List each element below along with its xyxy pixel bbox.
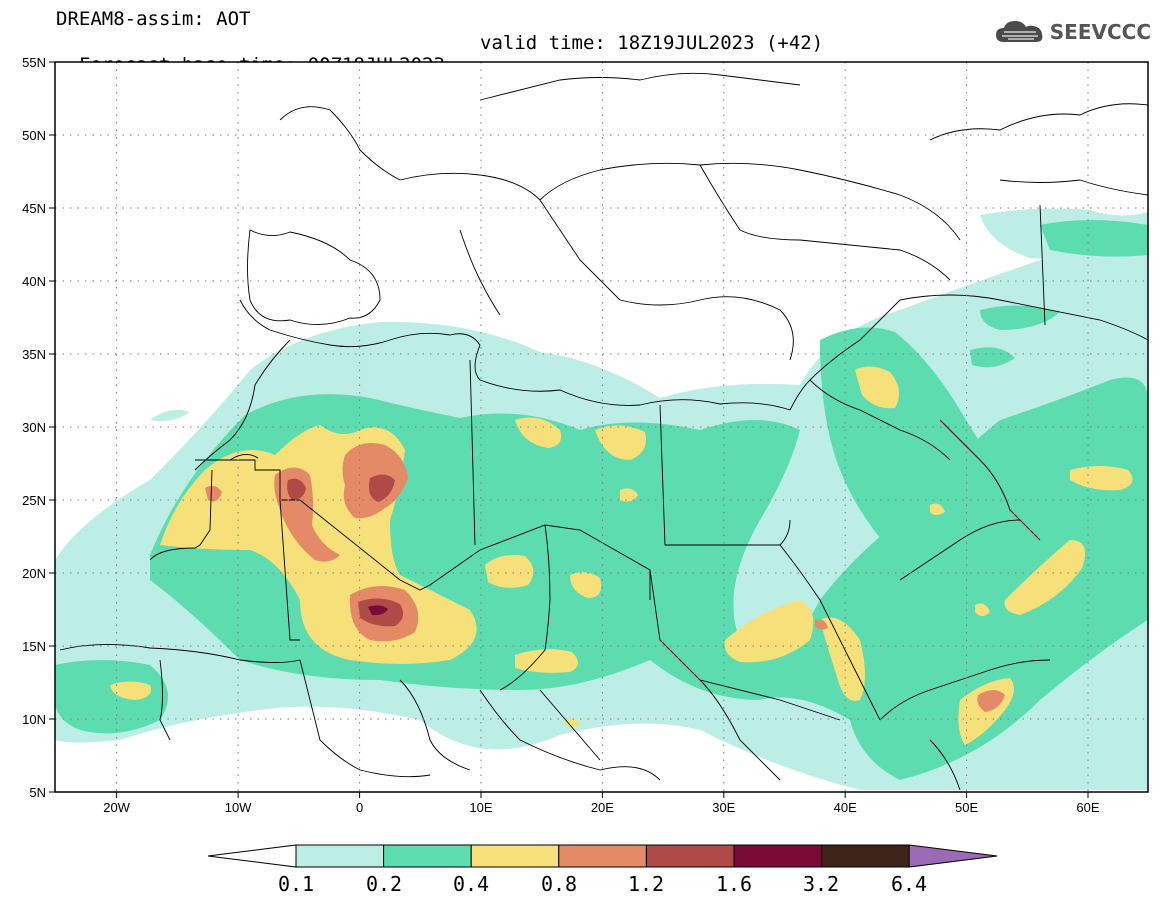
- colorbar-label: 6.4: [891, 872, 927, 896]
- lat-lon-grid: [55, 62, 1148, 792]
- lat-label: 25N: [22, 493, 46, 508]
- lon-label: 30E: [712, 800, 735, 815]
- colorbar-label: 1.6: [716, 872, 752, 896]
- logo-text: SEEVCCC: [1049, 20, 1151, 44]
- colorbar-segment: [558, 844, 647, 868]
- lon-label: 20E: [591, 800, 614, 815]
- valid-time-label: valid time: 18Z19JUL2023 (+42): [480, 32, 824, 54]
- lon-label: 60E: [1076, 800, 1099, 815]
- lat-label: 15N: [22, 639, 46, 654]
- lat-label: 35N: [22, 347, 46, 362]
- colorbar-segment: [645, 844, 735, 868]
- colorbar-segment: [470, 844, 560, 868]
- colorbar-label: 0.2: [366, 872, 402, 896]
- colorbar-label: 0.1: [278, 872, 314, 896]
- seevccc-logo: SEEVCCC: [994, 18, 1151, 46]
- colorbar-over-triangle: [908, 844, 998, 868]
- aot-shading: [55, 208, 1148, 790]
- lat-label: 50N: [22, 128, 46, 143]
- lon-label: 20W: [103, 800, 130, 815]
- lat-label: 55N: [22, 55, 46, 70]
- colorbar-under-triangle: [207, 844, 297, 868]
- lat-ticks: [49, 61, 55, 793]
- colorbar-label: 0.4: [453, 872, 489, 896]
- colorbar-label: 1.2: [628, 872, 664, 896]
- lat-label: 45N: [22, 201, 46, 216]
- colorbar-segment: [733, 844, 823, 868]
- colorbar-label: 0.8: [541, 872, 577, 896]
- lat-label: 30N: [22, 420, 46, 435]
- aot-level-1.6: [368, 605, 388, 616]
- lon-label: 10W: [225, 800, 252, 815]
- colorbar-label: 3.2: [803, 872, 839, 896]
- lon-label: 40E: [834, 800, 857, 815]
- colorbar: [207, 844, 998, 868]
- lon-label: 10E: [469, 800, 492, 815]
- colorbar-segment: [295, 844, 385, 868]
- lat-label: 40N: [22, 274, 46, 289]
- lon-label: 50E: [955, 800, 978, 815]
- lat-labels: 55N 50N 45N 40N 35N 30N 25N 20N 15N 10N …: [22, 55, 46, 800]
- colorbar-segment: [383, 844, 472, 868]
- lon-labels: 20W 10W 0 10E 20E 30E 40E 50E 60E: [103, 800, 1100, 815]
- lon-ticks: [116, 792, 1089, 798]
- lat-label: 5N: [29, 785, 46, 800]
- lat-label: 10N: [22, 712, 46, 727]
- colorbar-segment: [821, 844, 910, 868]
- country-borders: [59, 72, 1148, 791]
- map-title: DREAM8-assim: AOT: [56, 8, 251, 30]
- colorbar-labels: 0.1 0.2 0.4 0.8 1.2 1.6 3.2 6.4: [278, 872, 927, 896]
- lon-label: 0: [356, 800, 363, 815]
- cloud-icon: [995, 21, 1043, 42]
- lat-label: 20N: [22, 566, 46, 581]
